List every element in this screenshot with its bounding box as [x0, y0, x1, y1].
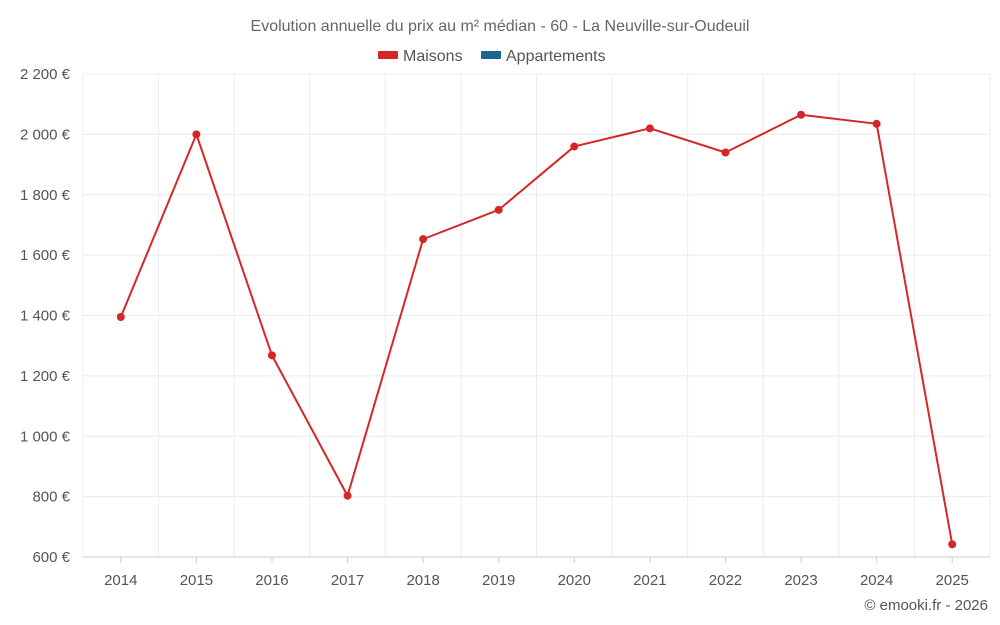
gridlines [82, 73, 991, 557]
data-point-2016[interactable] [267, 351, 276, 360]
data-point-2021[interactable] [645, 124, 654, 133]
y-tick-label: 1 600 € [20, 247, 71, 264]
y-tick-label: 2 000 € [20, 126, 71, 143]
data-point-2020[interactable] [570, 142, 579, 151]
x-tick-label: 2020 [558, 572, 591, 589]
y-tick-label: 1 400 € [20, 308, 71, 325]
x-tick-label: 2018 [406, 572, 439, 589]
y-tick-label: 1 000 € [20, 428, 71, 445]
x-tick-label: 2024 [860, 572, 893, 589]
legend-swatch-appartements [481, 51, 501, 59]
data-point-2025[interactable] [948, 540, 957, 549]
legend-label-maisons: Maisons [403, 48, 463, 65]
x-tick-label: 2019 [482, 572, 515, 589]
axes [83, 556, 990, 563]
y-tick-label: 600 € [32, 549, 70, 566]
y-tick-label: 1 200 € [20, 368, 71, 385]
y-tick-label: 800 € [32, 489, 70, 506]
data-point-2015[interactable] [192, 130, 201, 139]
legend-item-appartements[interactable]: Appartements [481, 48, 606, 65]
legend: Maisons Appartements [378, 48, 606, 65]
chart-title: Evolution annuelle du prix au m² médian … [251, 18, 750, 35]
y-tick-label: 2 200 € [20, 66, 71, 83]
x-tick-label: 2021 [633, 572, 666, 589]
x-tick-label: 2022 [709, 572, 742, 589]
data-point-2014[interactable] [116, 313, 125, 322]
data-point-2018[interactable] [419, 235, 428, 244]
data-point-2017[interactable] [343, 491, 352, 500]
x-tick-label: 2014 [104, 572, 137, 589]
x-tick-labels: 2014 2015 2016 2017 2018 2019 2020 2021 2022 2023… [104, 572, 969, 589]
legend-item-maisons[interactable]: Maisons [378, 48, 463, 65]
series-maisons [116, 110, 957, 549]
y-tick-labels: 600 € 800 € 1 000 € 1 200 € 1 400 € 1 600 € 1 … [20, 66, 71, 566]
data-point-2024[interactable] [872, 119, 881, 128]
series-line-maisons [119, 113, 954, 545]
legend-label-appartements: Appartements [506, 48, 606, 65]
x-tick-label: 2023 [784, 572, 817, 589]
y-tick-label: 1 800 € [20, 187, 71, 204]
credit-text: © emooki.fr - 2026 [864, 597, 988, 614]
x-tick-label: 2025 [936, 572, 969, 589]
data-point-2019[interactable] [494, 205, 503, 214]
x-tick-label: 2017 [331, 572, 364, 589]
x-tick-label: 2015 [180, 572, 213, 589]
x-tick-label: 2016 [255, 572, 288, 589]
data-point-2022[interactable] [721, 148, 730, 157]
legend-swatch-maisons [378, 51, 398, 59]
data-point-2023[interactable] [797, 110, 806, 119]
